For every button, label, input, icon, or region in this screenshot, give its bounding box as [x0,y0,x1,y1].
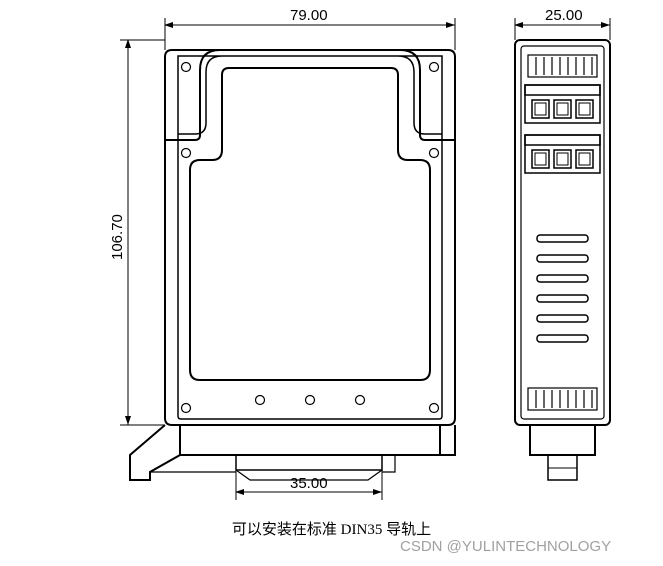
side-outer-shell [165,50,455,425]
terminal-block-2 [525,135,600,173]
screw-hole [430,63,439,72]
drawing-svg: 79.00 25.00 35.00 106.70 [0,0,663,561]
side-window [190,68,430,380]
front-inner [521,46,604,419]
diagram-canvas: 79.00 25.00 35.00 106.70 [0,0,663,561]
watermark-text: CSDN @YULINTECHNOLOGY [400,538,611,555]
screw-hole [182,404,191,413]
screw-hole [256,396,265,405]
screw-hole [430,404,439,413]
screw-hole [306,396,315,405]
screw-hole [182,149,191,158]
dim-label-frontwidth: 25.00 [545,7,583,24]
screw-hole [430,149,439,158]
front-top-vent [528,55,597,77]
front-view [515,18,610,480]
dim-label-height: 106.70 [109,214,126,260]
din-base-front [530,425,595,480]
front-bottom-vent [528,388,597,410]
din-base-side [130,425,455,480]
dim-height-106 [120,40,165,425]
side-inner-shell [178,56,442,419]
front-body-vents [537,235,588,342]
screw-hole [356,396,365,405]
terminal-block-1 [525,85,600,123]
caption-text: 可以安装在标准 DIN35 导轨上 [0,518,663,539]
front-outer [515,40,610,425]
dim-label-rail: 35.00 [290,475,328,492]
dim-label-width: 79.00 [290,7,328,24]
screw-hole [182,63,191,72]
side-view [120,18,455,500]
